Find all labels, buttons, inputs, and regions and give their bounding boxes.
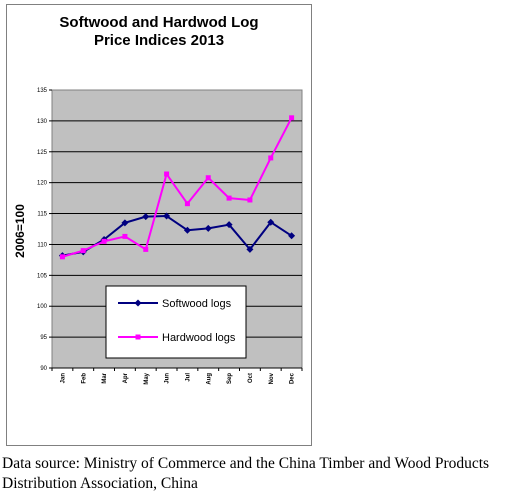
hardwood-point xyxy=(122,233,128,239)
softwood-point xyxy=(163,212,171,220)
hardwood-legend-label: Hardwood logs xyxy=(162,332,236,344)
hardwood-point xyxy=(101,238,107,244)
x-tick-label: Jun xyxy=(165,373,171,384)
y-tick-label: 135 xyxy=(37,88,48,94)
softwood-point xyxy=(288,232,296,240)
x-tick-label: Sep xyxy=(227,373,233,384)
hardwood-point xyxy=(143,246,149,252)
x-tick-label: Dec xyxy=(290,372,296,384)
x-tick-label: Nov xyxy=(269,372,275,384)
softwood-point xyxy=(183,226,191,234)
y-tick-label: 95 xyxy=(40,335,47,341)
legend-box xyxy=(105,285,247,359)
hardwood-point xyxy=(80,248,86,254)
y-tick-label: 110 xyxy=(37,242,47,248)
softwood-point xyxy=(225,221,233,229)
x-tick-label: Apr xyxy=(123,372,129,383)
softwood-series-line xyxy=(62,215,293,257)
y-tick-label: 115 xyxy=(37,212,47,218)
y-axis-label: 2006=100 xyxy=(13,204,27,258)
series-group xyxy=(58,115,296,260)
x-axis-ticks: Jan Feb Mar Apr May Jun Jul Aug Sep Oct Nov Dec xyxy=(51,367,303,385)
y-axis-ticks: 90 95 100 105 110 115 120 125 130 135 xyxy=(37,88,52,372)
hardwood-point xyxy=(226,195,232,201)
softwood-point xyxy=(142,213,150,221)
y-tick-label: 125 xyxy=(37,150,48,156)
softwood-point xyxy=(204,224,212,232)
x-tick-label: Feb xyxy=(81,373,87,384)
hardwood-point xyxy=(59,254,65,260)
hardwood-point xyxy=(184,201,190,207)
hardwood-point xyxy=(268,155,274,161)
legend: Softwood logs Hardwood logs xyxy=(105,285,247,359)
y-tick-label: 120 xyxy=(37,181,48,187)
hardwood-legend-marker xyxy=(135,334,141,340)
y-tick-label: 100 xyxy=(37,304,48,310)
x-tick-label: Jul xyxy=(185,373,191,382)
softwood-legend-marker xyxy=(134,299,142,307)
hardwood-point xyxy=(164,171,170,177)
y-tick-label: 130 xyxy=(37,119,48,125)
y-tick-label: 90 xyxy=(40,366,47,372)
x-tick-label: Jan xyxy=(60,373,66,384)
softwood-legend-label: Softwood logs xyxy=(162,298,232,310)
x-tick-label: Oct xyxy=(248,373,254,383)
hardwood-point xyxy=(289,115,295,121)
hardwood-point xyxy=(247,197,253,203)
x-tick-label: May xyxy=(144,372,150,384)
data-source-caption: Data source: Ministry of Commerce and th… xyxy=(2,455,490,492)
y-tick-label: 105 xyxy=(37,273,48,279)
softwood-point xyxy=(246,245,254,253)
hardwood-point xyxy=(205,175,211,181)
chart-title-line-2: Price Indices 2013 xyxy=(93,32,225,49)
chart-title-line-1: Softwood and Hardwod Log xyxy=(59,14,259,31)
softwood-point xyxy=(267,218,275,226)
softwood-point xyxy=(121,219,129,227)
x-tick-label: Mar xyxy=(102,372,108,383)
chart-title: Softwood and Hardwod Log Price Indices 2… xyxy=(6,14,312,50)
x-tick-label: Aug xyxy=(206,373,212,385)
hardwood-series-line xyxy=(62,117,293,258)
